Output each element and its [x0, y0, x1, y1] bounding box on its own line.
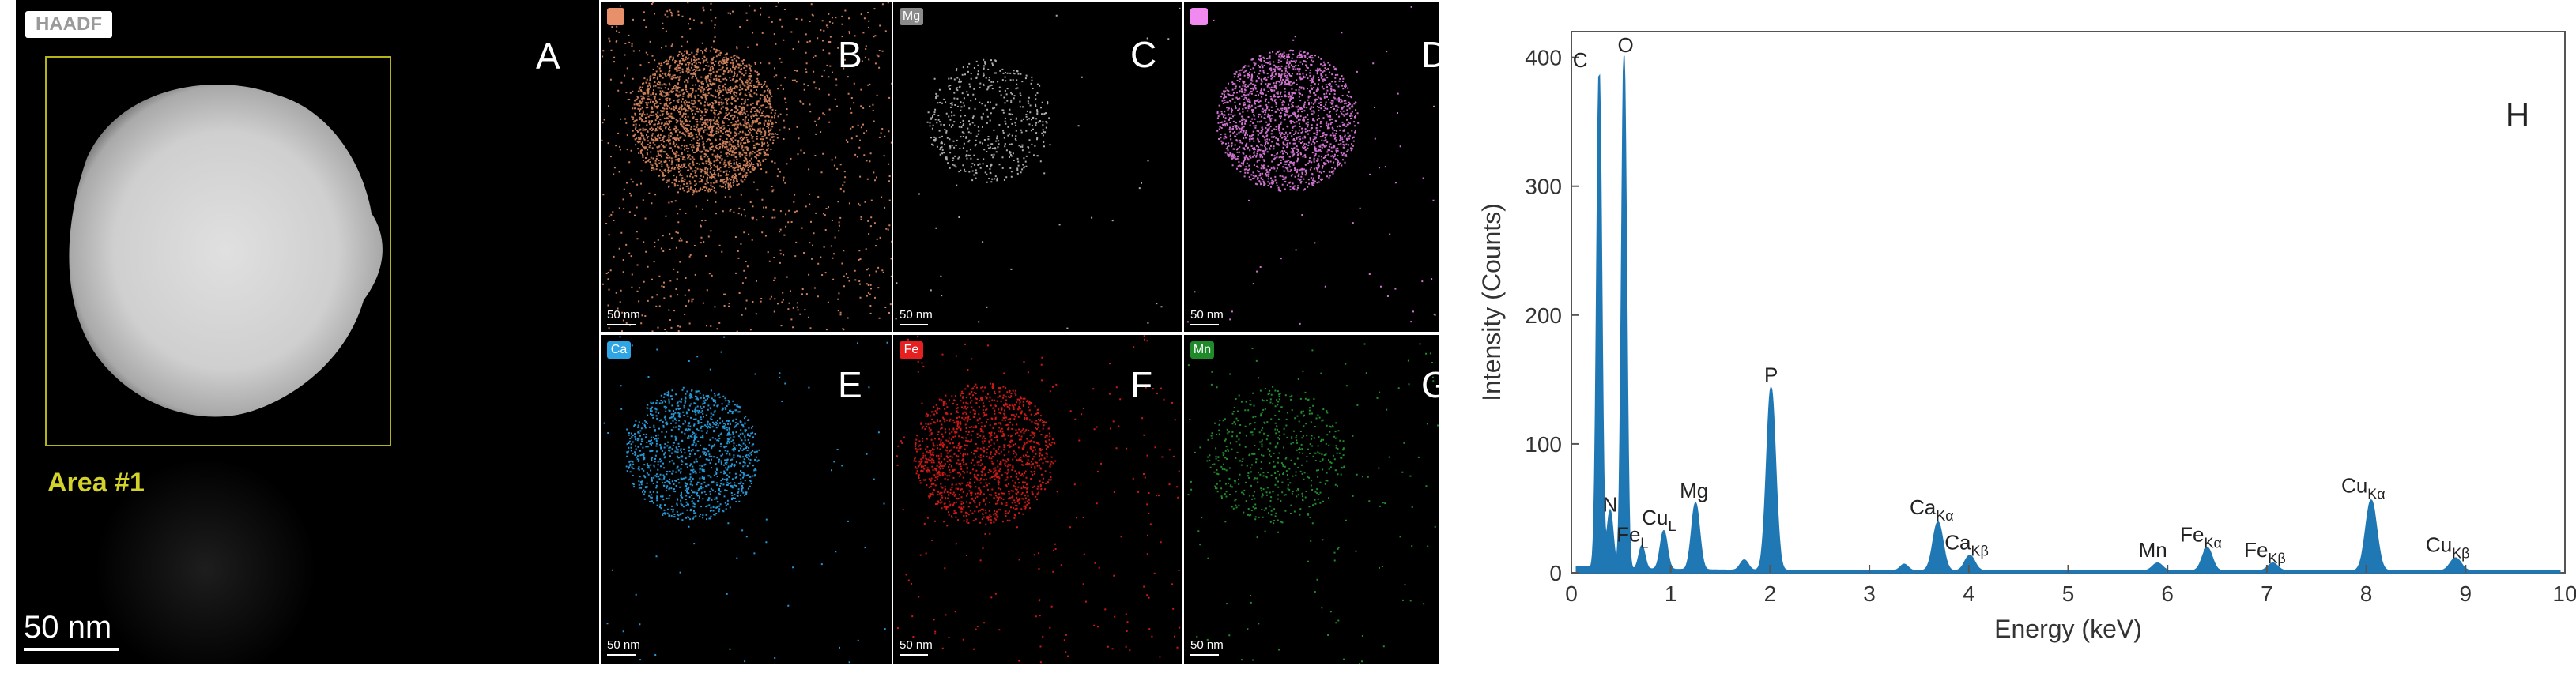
scalebar-label-e: 50 nm — [607, 638, 640, 652]
x-tick-label: 7 — [2261, 581, 2273, 606]
peak-label: Mn — [2139, 538, 2167, 562]
scalebar-label-b: 50 nm — [607, 308, 640, 322]
y-tick-label: 100 — [1525, 432, 1562, 457]
scalebar-d — [1190, 324, 1219, 325]
peak-label: N — [1603, 493, 1618, 517]
scalebar-label-d: 50 nm — [1190, 308, 1224, 322]
map-panel-c: Mg C 50 nm — [893, 2, 1182, 332]
scalebar-label-a: 50 nm — [24, 610, 112, 645]
peak-label: CaKα — [1910, 495, 1954, 524]
haadf-image-panel: HAADF A Area #1 50 nm — [16, 0, 599, 664]
scalebar-a — [24, 648, 119, 651]
panel-letter-a: A — [536, 36, 560, 77]
map-panel-g: Mn G 50 nm — [1184, 335, 1475, 664]
scalebar-f — [900, 654, 928, 656]
x-tick-label: 9 — [2460, 581, 2472, 606]
scalebar-g — [1190, 654, 1219, 656]
haadf-image — [45, 56, 391, 664]
scalebar-b — [607, 324, 636, 325]
y-tick-label: 200 — [1525, 303, 1562, 328]
map-panel-f: Fe F 50 nm — [893, 335, 1182, 664]
y-tick-label: 0 — [1549, 561, 1562, 585]
element-chip-f: Fe — [900, 341, 923, 359]
eds-spectrum-panel: 0 1 2 3 4 5 6 7 8 9 10 0 100 200 300 400 Energy (keV) Int… — [1439, 0, 2576, 681]
map-panel-d: D 50 nm — [1184, 2, 1475, 332]
area-1-box — [45, 56, 391, 446]
element-chip-g: Mn — [1190, 341, 1214, 359]
panel-letter-b: B — [838, 34, 862, 75]
peak-label: CuKβ — [2426, 533, 2470, 562]
x-axis-label: Energy (keV) — [1994, 615, 2142, 643]
x-tick-label: 8 — [2360, 581, 2373, 606]
area-1-label: Area #1 — [47, 468, 145, 498]
x-tick-label: 1 — [1665, 581, 1677, 606]
element-distribution-e — [603, 336, 888, 664]
spectrum-series — [1575, 55, 2561, 574]
peak-label: FeKα — [2180, 523, 2222, 551]
x-tick-label: 10 — [2552, 581, 2576, 606]
scalebar-label-g: 50 nm — [1190, 638, 1224, 652]
x-tick-label: 4 — [1963, 581, 1975, 606]
peak-label: CaKβ — [1944, 530, 1989, 559]
haadf-label-chip: HAADF — [25, 11, 112, 38]
peak-label: Mg — [1680, 479, 1708, 502]
x-tick-label: 0 — [1565, 581, 1578, 606]
element-chip-d — [1190, 8, 1208, 25]
element-chip-e: Ca — [607, 341, 631, 359]
x-tick-label: 2 — [1764, 581, 1777, 606]
map-b-image — [601, 2, 892, 332]
peak-label: C — [1573, 48, 1588, 72]
peak-label: CuL — [1642, 506, 1676, 534]
y-tick-label: 300 — [1525, 175, 1562, 199]
peak-label: CuKα — [2341, 473, 2386, 502]
peak-label: FeL — [1616, 523, 1648, 551]
element-distribution-b — [601, 2, 892, 332]
panel-letter-c: C — [1130, 34, 1157, 75]
plot-frame — [1571, 31, 2566, 574]
y-axis-label: Intensity (Counts) — [1477, 203, 1506, 401]
map-panel-e: Ca E 50 nm — [601, 335, 892, 664]
map-panel-b: B 50 nm — [601, 2, 892, 332]
scalebar-label-c: 50 nm — [900, 308, 933, 322]
scalebar-e — [607, 654, 636, 656]
scalebar-c — [900, 324, 928, 325]
x-tick-label: 3 — [1863, 581, 1876, 606]
x-tick-label: 6 — [2161, 581, 2174, 606]
panel-letter-e: E — [838, 364, 862, 405]
x-tick-label: 5 — [2062, 581, 2075, 606]
y-tick-label: 400 — [1525, 46, 1562, 70]
map-e-image — [603, 336, 888, 664]
scalebar-label-f: 50 nm — [900, 638, 933, 652]
element-chip-b — [607, 8, 624, 25]
element-chip-c: Mg — [900, 8, 923, 25]
panel-letter-f: F — [1130, 364, 1153, 405]
peak-label: FeKβ — [2244, 538, 2286, 566]
background-haze — [95, 458, 316, 664]
nanoparticle — [69, 84, 383, 417]
panel-letter-h: H — [2506, 96, 2529, 134]
peak-label: O — [1618, 33, 1634, 57]
peak-label: P — [1764, 363, 1778, 386]
